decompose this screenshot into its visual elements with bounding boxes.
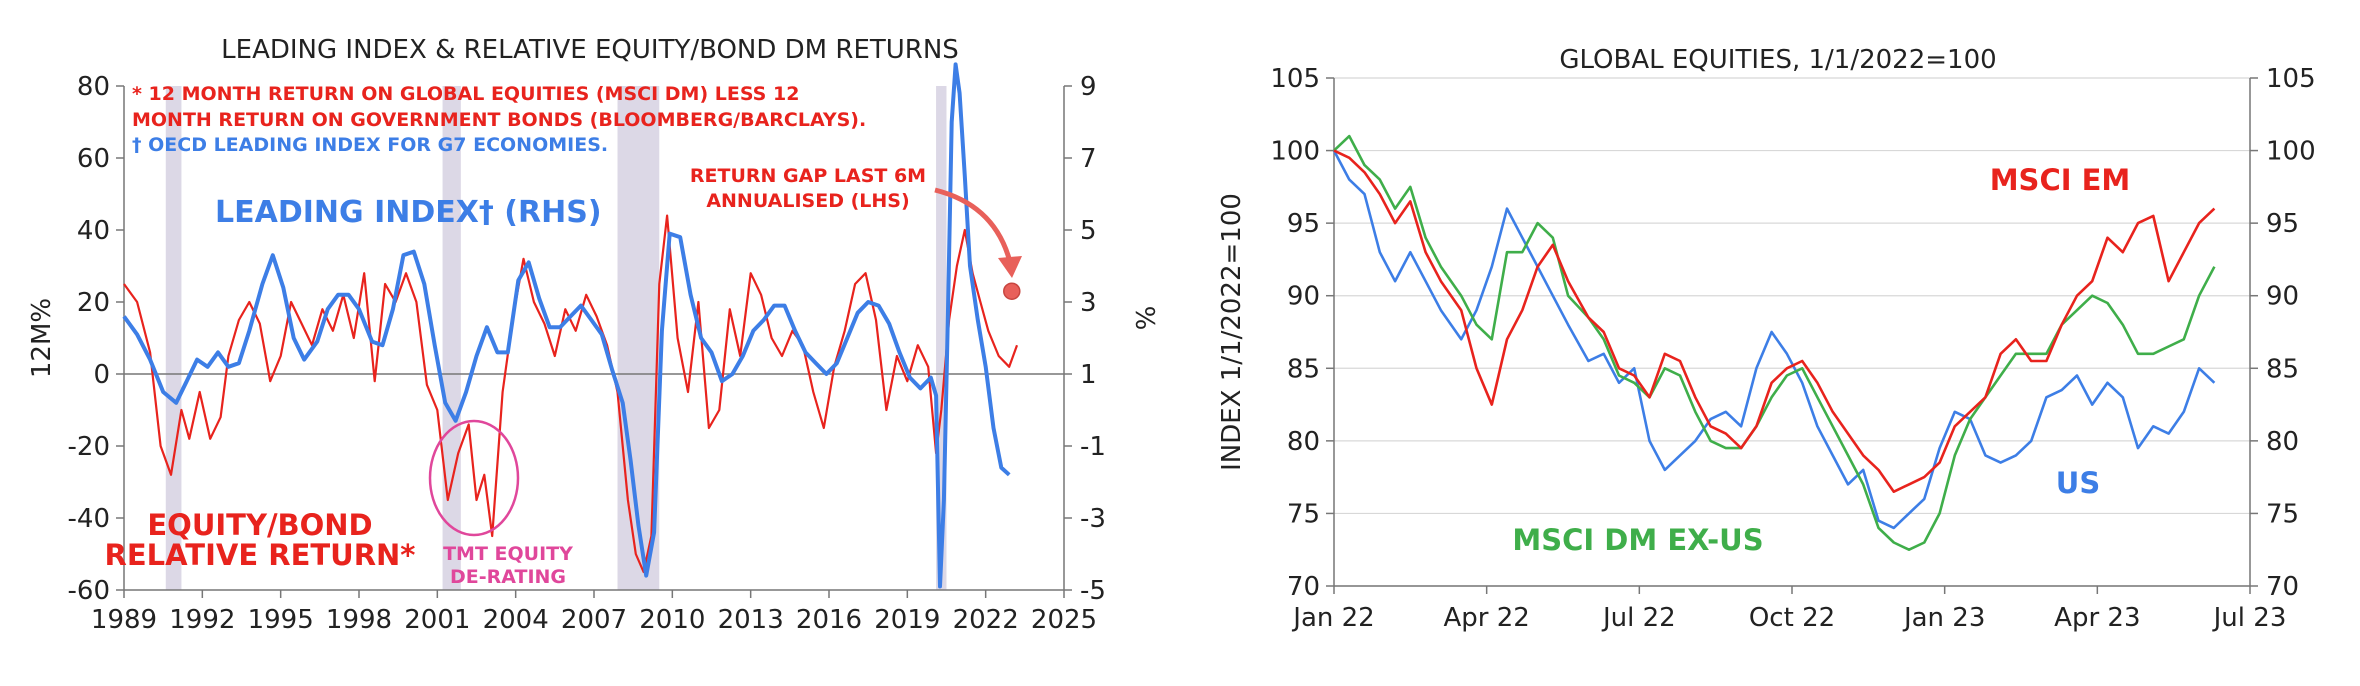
x-tick-label: 2001: [404, 605, 470, 635]
y-tick-label-right: 1: [1080, 360, 1097, 390]
x-ticks: Jan 22 Apr 22 Jul 22 Oct 22 Jan 23 Apr 23 Jul …: [1291, 586, 2286, 633]
y-tick-label-right: 7: [1080, 144, 1097, 174]
y-tick-label-right: -1: [1080, 432, 1106, 462]
y-tick-label-right: 100: [2266, 137, 2316, 167]
y-tick-label-left: 80: [77, 72, 110, 102]
y-tick-label-left: 105: [1270, 64, 1320, 94]
y-tick-label-right: 9: [1080, 72, 1097, 102]
y-tick-label-right: 95: [2266, 209, 2299, 239]
series-equity-bond-line: [123, 214, 1019, 574]
y-tick-label-right: 70: [2266, 572, 2299, 602]
y-tick-label-left: -40: [68, 504, 110, 534]
y-axis-label: INDEX 1/1/2022=100: [1217, 193, 1247, 471]
y-tick-label-right: 90: [2266, 282, 2299, 312]
x-tick-label: 2025: [1031, 605, 1097, 635]
leading-index-label: LEADING INDEX† (RHS): [215, 195, 602, 230]
note-line-3: † OECD LEADING INDEX FOR G7 ECONOMIES.: [132, 134, 608, 156]
right-chart: GLOBAL EQUITIES, 1/1/2022=100 Jan 22 Apr …: [1217, 45, 2316, 633]
series-msci-em-line: [1333, 149, 2216, 493]
return-gap-label-2: ANNUALISED (LHS): [706, 190, 909, 212]
x-tick-label: Apr 23: [2054, 603, 2140, 633]
us-label: US: [2056, 466, 2100, 500]
series-lines: [1332, 134, 2216, 551]
y-tick-label-left: 95: [1287, 209, 1320, 239]
y-tick-label-left: 20: [77, 288, 110, 318]
x-tick-label: 1998: [326, 605, 392, 635]
x-tick-label: Oct 22: [1749, 603, 1835, 633]
return-gap-label-1: RETURN GAP LAST 6M: [690, 165, 926, 187]
equity-bond-label-2: RELATIVE RETURN*: [105, 538, 416, 572]
y-tick-label-left: 40: [77, 216, 110, 246]
return-gap-point: [1003, 282, 1021, 300]
y-tick-label-right: 75: [2266, 499, 2299, 529]
x-tick-label: Jan 23: [1902, 603, 1985, 633]
x-tick-label: 1995: [248, 605, 314, 635]
msci-em-label: MSCI EM: [1990, 163, 2131, 197]
y-ticks-right: 9 7 5 3 1 -1 -3 -5: [1064, 72, 1106, 606]
series-lines: [122, 62, 1019, 589]
y-tick-label-left: 90: [1287, 282, 1320, 312]
tmt-label-1: TMT EQUITY: [443, 543, 573, 565]
recession-band: [165, 86, 182, 590]
x-tick-label: 2010: [639, 605, 705, 635]
msci-dm-ex-us-label: MSCI DM EX-US: [1512, 523, 1763, 557]
x-tick-label: 2016: [796, 605, 862, 635]
y-tick-label-right: 5: [1080, 216, 1097, 246]
y-tick-label-right: 3: [1080, 288, 1097, 318]
left-chart-title: LEADING INDEX & RELATIVE EQUITY/BOND DM …: [221, 35, 959, 65]
y-axis-label-left: 12M%: [27, 298, 57, 378]
y-tick-label-left: 70: [1287, 572, 1320, 602]
recession-band: [936, 86, 947, 590]
y-ticks-right: 105 100 95 90 85 80 75 70: [2250, 64, 2316, 602]
tmt-label-2: DE-RATING: [450, 566, 566, 588]
y-tick-label-left: -20: [68, 432, 110, 462]
left-chart: LEADING INDEX & RELATIVE EQUITY/BOND DM …: [27, 35, 1159, 635]
x-tick-label: 2019: [874, 605, 940, 635]
series-us-line: [1332, 149, 2216, 530]
y-tick-label-right: -3: [1080, 504, 1106, 534]
y-tick-label-left: 100: [1270, 137, 1320, 167]
y-ticks-left: 80 60 40 20 0 -20 -40 -60: [68, 72, 124, 606]
series-leading-index-line: [122, 62, 1011, 589]
recession-band: [442, 86, 461, 590]
y-tick-label-left: 85: [1287, 354, 1320, 384]
y-tick-label-left: 0: [93, 360, 110, 390]
x-tick-label: Jul 22: [1601, 603, 1676, 633]
x-tick-label: 1992: [169, 605, 235, 635]
x-tick-label: 2007: [561, 605, 627, 635]
y-tick-label-left: -60: [68, 576, 110, 606]
grid-lines: [1334, 77, 2250, 587]
x-tick-label: 1989: [91, 605, 157, 635]
x-tick-label: 2013: [718, 605, 784, 635]
x-tick-label: Jan 22: [1291, 603, 1374, 633]
y-tick-label-left: 80: [1287, 427, 1320, 457]
right-chart-title: GLOBAL EQUITIES, 1/1/2022=100: [1559, 45, 1996, 75]
return-gap-arrow: [934, 187, 1013, 263]
y-tick-label-right: 105: [2266, 64, 2316, 94]
tmt-circle: [428, 419, 520, 537]
return-gap-arrowhead: [998, 256, 1022, 278]
equity-bond-label-1: EQUITY/BOND: [147, 508, 372, 542]
note-line-1: * 12 MONTH RETURN ON GLOBAL EQUITIES (MS…: [132, 83, 799, 105]
y-tick-label-left: 75: [1287, 499, 1320, 529]
y-axis-label-right: %: [1129, 306, 1159, 331]
x-tick-label: 2022: [953, 605, 1019, 635]
x-tick-label: Apr 22: [1444, 603, 1530, 633]
x-tick-label: 2004: [483, 605, 549, 635]
x-tick-label: Jul 23: [2212, 603, 2287, 633]
x-ticks: 1989 1992 1995 1998 2001 2004 2007 2010 2013 2016…: [91, 590, 1097, 635]
y-tick-label-left: 60: [77, 144, 110, 174]
y-tick-label-right: 80: [2266, 427, 2299, 457]
y-tick-label-right: 85: [2266, 354, 2299, 384]
y-ticks-left: 105 100 95 90 85 80 75 70: [1270, 64, 1334, 602]
series-msci-dm-ex-us-line: [1333, 134, 2216, 551]
note-line-2: MONTH RETURN ON GOVERNMENT BONDS (BLOOMB…: [132, 109, 866, 131]
y-tick-label-right: -5: [1080, 576, 1106, 606]
